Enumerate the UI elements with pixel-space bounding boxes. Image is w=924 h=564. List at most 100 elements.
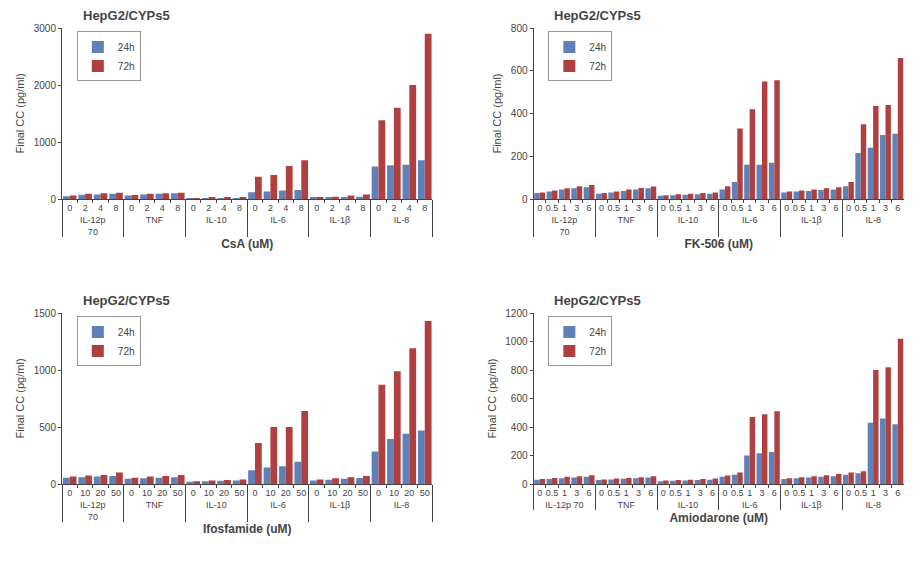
svg-text:3: 3 (883, 488, 888, 498)
svg-text:20: 20 (157, 488, 167, 498)
svg-text:Final CC (pg/ml): Final CC (pg/ml) (486, 358, 498, 438)
svg-text:Amiodarone (uM): Amiodarone (uM) (669, 511, 768, 525)
svg-text:24h: 24h (589, 42, 606, 53)
svg-text:0.5: 0.5 (608, 488, 621, 498)
svg-text:0: 0 (722, 488, 727, 498)
svg-text:10: 10 (142, 488, 152, 498)
svg-text:0: 0 (314, 488, 319, 498)
svg-text:4: 4 (160, 203, 165, 213)
svg-text:3000: 3000 (34, 23, 57, 34)
svg-text:50: 50 (296, 488, 306, 498)
svg-text:20: 20 (281, 488, 291, 498)
svg-text:1000: 1000 (34, 365, 57, 376)
svg-text:0: 0 (846, 488, 851, 498)
svg-text:72h: 72h (118, 346, 135, 357)
svg-text:0: 0 (191, 203, 196, 213)
svg-text:HepG2/CYPs5: HepG2/CYPs5 (83, 8, 170, 23)
svg-text:0.5: 0.5 (669, 203, 682, 213)
svg-text:IL-10: IL-10 (206, 500, 227, 510)
svg-text:IL-12p 70: IL-12p 70 (545, 500, 583, 510)
svg-text:0: 0 (376, 488, 381, 498)
svg-text:2: 2 (391, 203, 396, 213)
svg-text:0: 0 (522, 194, 528, 205)
svg-text:50: 50 (235, 488, 245, 498)
svg-text:IL-6: IL-6 (742, 500, 758, 510)
svg-text:1000: 1000 (505, 336, 528, 347)
svg-text:20: 20 (404, 488, 414, 498)
svg-text:0.5: 0.5 (731, 488, 744, 498)
svg-text:0: 0 (252, 488, 257, 498)
svg-text:72h: 72h (118, 61, 135, 72)
svg-text:0: 0 (784, 488, 789, 498)
svg-text:1: 1 (685, 488, 690, 498)
svg-text:0.5: 0.5 (855, 488, 868, 498)
svg-text:IL-8: IL-8 (865, 500, 881, 510)
svg-text:IL-8: IL-8 (394, 500, 410, 510)
svg-text:Final CC (pg/ml): Final CC (pg/ml) (14, 358, 26, 438)
svg-text:0: 0 (599, 488, 604, 498)
svg-text:IL-12p70: IL-12p70 (80, 215, 106, 237)
svg-text:24h: 24h (118, 327, 135, 338)
svg-text:400: 400 (511, 108, 528, 119)
svg-text:1: 1 (624, 203, 629, 213)
svg-text:2: 2 (206, 203, 211, 213)
svg-text:3: 3 (759, 203, 764, 213)
svg-text:10: 10 (265, 488, 275, 498)
svg-text:0: 0 (599, 203, 604, 213)
svg-text:2000: 2000 (34, 80, 57, 91)
svg-text:4: 4 (345, 203, 350, 213)
svg-text:1: 1 (871, 203, 876, 213)
svg-text:72h: 72h (589, 61, 606, 72)
svg-text:500: 500 (39, 422, 56, 433)
svg-text:0: 0 (537, 488, 542, 498)
svg-text:50: 50 (358, 488, 368, 498)
svg-text:6: 6 (895, 203, 900, 213)
svg-text:1: 1 (747, 203, 752, 213)
svg-text:0: 0 (784, 203, 789, 213)
svg-text:50: 50 (111, 488, 121, 498)
svg-text:3: 3 (821, 203, 826, 213)
svg-text:24h: 24h (589, 327, 606, 338)
svg-text:IL-6: IL-6 (270, 215, 286, 225)
svg-text:6: 6 (710, 203, 715, 213)
svg-text:0: 0 (252, 203, 257, 213)
svg-text:IL-12p70: IL-12p70 (80, 500, 106, 522)
svg-text:1500: 1500 (34, 308, 57, 319)
svg-text:10: 10 (327, 488, 337, 498)
svg-text:0: 0 (661, 203, 666, 213)
svg-text:200: 200 (511, 151, 528, 162)
svg-text:1: 1 (809, 203, 814, 213)
svg-text:IL-10: IL-10 (206, 215, 227, 225)
svg-text:0: 0 (314, 203, 319, 213)
svg-text:72h: 72h (589, 346, 606, 357)
svg-text:0.5: 0.5 (669, 488, 682, 498)
svg-text:4: 4 (407, 203, 412, 213)
svg-text:20: 20 (343, 488, 353, 498)
svg-text:6: 6 (648, 488, 653, 498)
svg-text:1: 1 (871, 488, 876, 498)
svg-text:6: 6 (648, 203, 653, 213)
svg-text:8: 8 (422, 203, 427, 213)
svg-text:IL-8: IL-8 (394, 215, 410, 225)
svg-text:0: 0 (50, 194, 56, 205)
svg-text:IL-8: IL-8 (865, 215, 881, 225)
svg-text:3: 3 (636, 203, 641, 213)
svg-text:HepG2/CYPs5: HepG2/CYPs5 (554, 8, 641, 23)
svg-text:TNF: TNF (617, 215, 635, 225)
svg-text:0.5: 0.5 (546, 203, 559, 213)
svg-text:1: 1 (747, 488, 752, 498)
svg-text:0: 0 (661, 488, 666, 498)
svg-text:TNF: TNF (146, 215, 164, 225)
svg-text:IL-12p70: IL-12p70 (552, 215, 578, 237)
svg-text:3: 3 (574, 203, 579, 213)
svg-text:3: 3 (821, 488, 826, 498)
svg-text:Ifosfamide (uM): Ifosfamide (uM) (203, 522, 292, 536)
svg-text:TNF: TNF (146, 500, 164, 510)
svg-text:6: 6 (772, 488, 777, 498)
svg-text:IL-1β: IL-1β (330, 500, 351, 510)
svg-text:4: 4 (283, 203, 288, 213)
svg-text:0: 0 (129, 488, 134, 498)
svg-text:IL-10: IL-10 (678, 500, 699, 510)
svg-text:50: 50 (173, 488, 183, 498)
svg-text:IL-10: IL-10 (678, 215, 699, 225)
